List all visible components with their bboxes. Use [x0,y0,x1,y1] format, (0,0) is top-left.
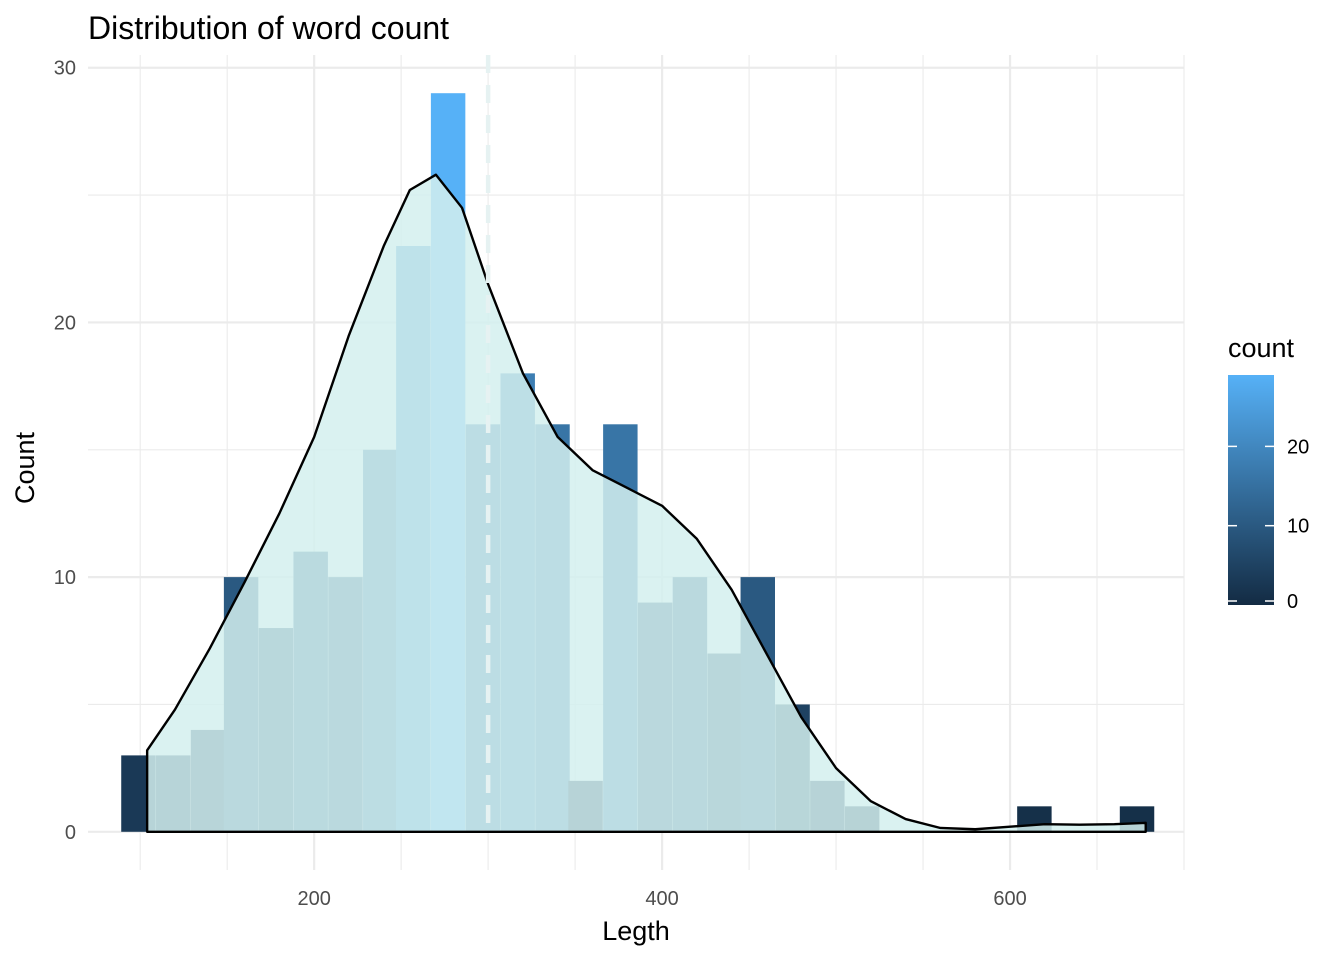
colorbar-ticks: 0 10 20 [1228,436,1309,613]
x-axis-title: Legth [602,916,670,946]
legend-title: count [1228,333,1295,363]
legend: count 0 10 20 [1228,333,1309,613]
y-tick-label: 30 [54,58,76,80]
y-tick-label: 0 [65,822,76,844]
y-tick-label: 10 [54,567,76,589]
y-tick-label: 20 [54,312,76,334]
density-area [145,173,1147,833]
colorbar-tick-label: 0 [1287,591,1298,613]
x-tick-label: 400 [645,888,678,910]
x-tick-label: 600 [993,888,1026,910]
chart-title: Distribution of word count [88,10,449,46]
x-tick-label: 200 [297,888,330,910]
colorbar [1228,375,1274,605]
colorbar-tick-label: 20 [1287,436,1309,458]
density-curve [145,173,1147,833]
tick-labels: 200 400 600 0 10 20 30 [54,58,1027,910]
y-axis-title: Count [10,431,40,504]
colorbar-tick-label: 10 [1287,516,1309,538]
